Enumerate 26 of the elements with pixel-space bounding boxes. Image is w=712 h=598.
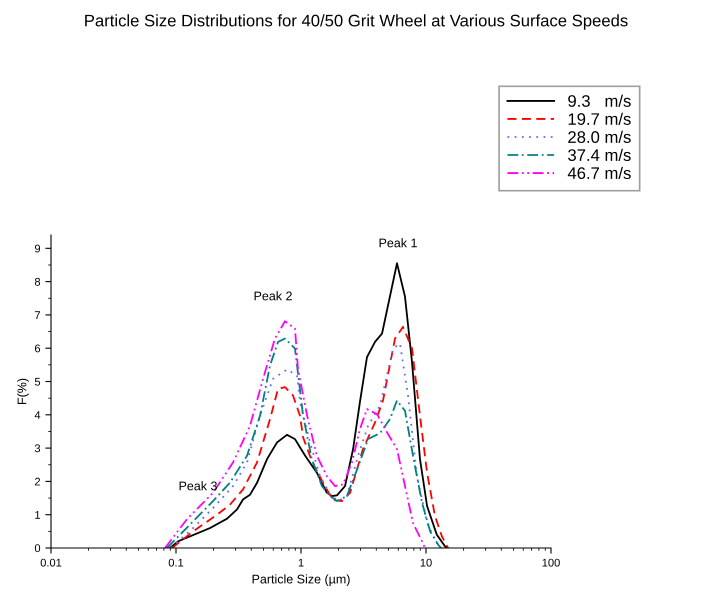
legend-label: 46.7 m/s bbox=[568, 166, 631, 180]
x-tick-label: 0.1 bbox=[168, 558, 184, 567]
legend-label: 19.7 m/s bbox=[568, 112, 631, 125]
y-tick-label: 8 bbox=[34, 278, 40, 286]
legend-label: 37.4 m/s bbox=[568, 148, 631, 162]
chart-title: Particle Size Distributions for 40/50 Grit Wheel at Various Surface Speeds bbox=[85, 14, 628, 30]
legend-label: 28.0 m/s bbox=[568, 130, 631, 143]
annotation: Peak 1 bbox=[380, 238, 417, 248]
x-tick-label: 1 bbox=[298, 558, 304, 566]
y-tick-label: 5 bbox=[34, 378, 40, 386]
annotation: Peak 2 bbox=[254, 291, 292, 300]
y-tick-label: 0 bbox=[34, 544, 40, 552]
y-tick-label: 1 bbox=[35, 511, 40, 519]
y-tick-label: 3 bbox=[34, 444, 40, 452]
annotation: Peak 3 bbox=[180, 481, 217, 490]
y-tick-label: 7 bbox=[34, 311, 40, 319]
x-axis-title: Particle Size (µm) bbox=[252, 574, 350, 586]
x-tick-label: 100 bbox=[542, 558, 560, 567]
y-tick-label: 9 bbox=[34, 244, 40, 252]
x-tick-label: 0.01 bbox=[40, 558, 62, 567]
y-tick-label: 6 bbox=[34, 344, 40, 352]
y-tick-label: 2 bbox=[34, 478, 40, 486]
x-tick-label: 10 bbox=[420, 558, 432, 567]
y-tick-label: 4 bbox=[34, 411, 40, 419]
y-axis-title: F(%) bbox=[17, 378, 29, 404]
legend-label: 9.3 m/s bbox=[568, 94, 631, 107]
